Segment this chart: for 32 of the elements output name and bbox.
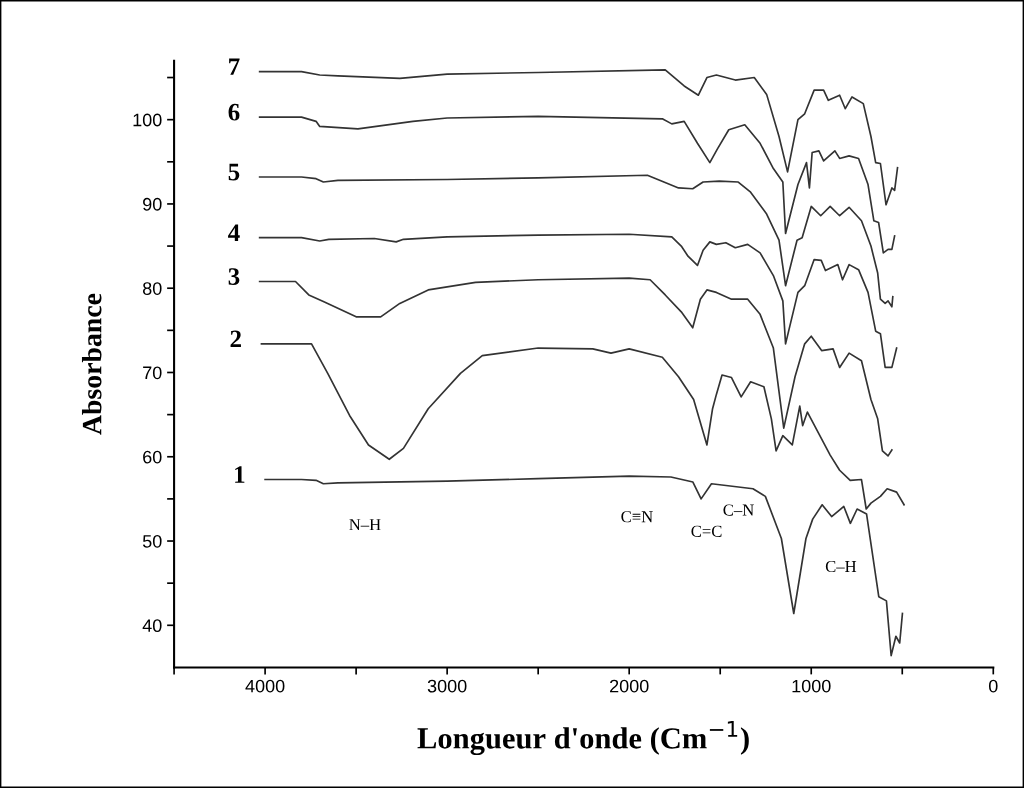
y-tick-label: 50 [142,534,162,548]
series-label: 6 [228,103,240,121]
series-label: 3 [228,268,240,285]
line-series [258,277,893,457]
line-series [264,475,904,657]
line-series [258,115,896,254]
x-tick-label: 1000 [792,679,831,693]
x-tick-label: 2000 [610,679,649,693]
line-series [258,233,898,369]
y-tick-label: 90 [143,197,162,211]
line-series [258,174,894,308]
annotation: N–H [349,519,381,531]
x-axis-title: Longueur d'onde (Cm$^{−1}$) [417,721,749,756]
y-tick-label: 40 [142,619,162,633]
x-tick-label: 0 [988,679,998,693]
y-tick-label: 60 [143,450,162,464]
series-label: 7 [229,58,240,75]
line-series [258,69,899,206]
annotation: C=C [691,525,722,537]
annotation: C≡N [621,511,653,523]
y-tick-label: 100 [133,113,162,127]
y-axis-title: Absorbance [81,293,102,435]
y-tick-label: 80 [142,282,162,295]
x-tick-label: 4000 [245,679,285,693]
series-label: 4 [228,224,240,241]
series-label: 2 [230,330,241,348]
series-label: 5 [228,163,240,181]
series-label: 1 [235,466,245,483]
annotation: C–H [825,560,857,573]
annotation: C–N [723,504,754,516]
y-tick-label: 70 [143,366,162,380]
x-tick-label: 3000 [427,679,467,693]
